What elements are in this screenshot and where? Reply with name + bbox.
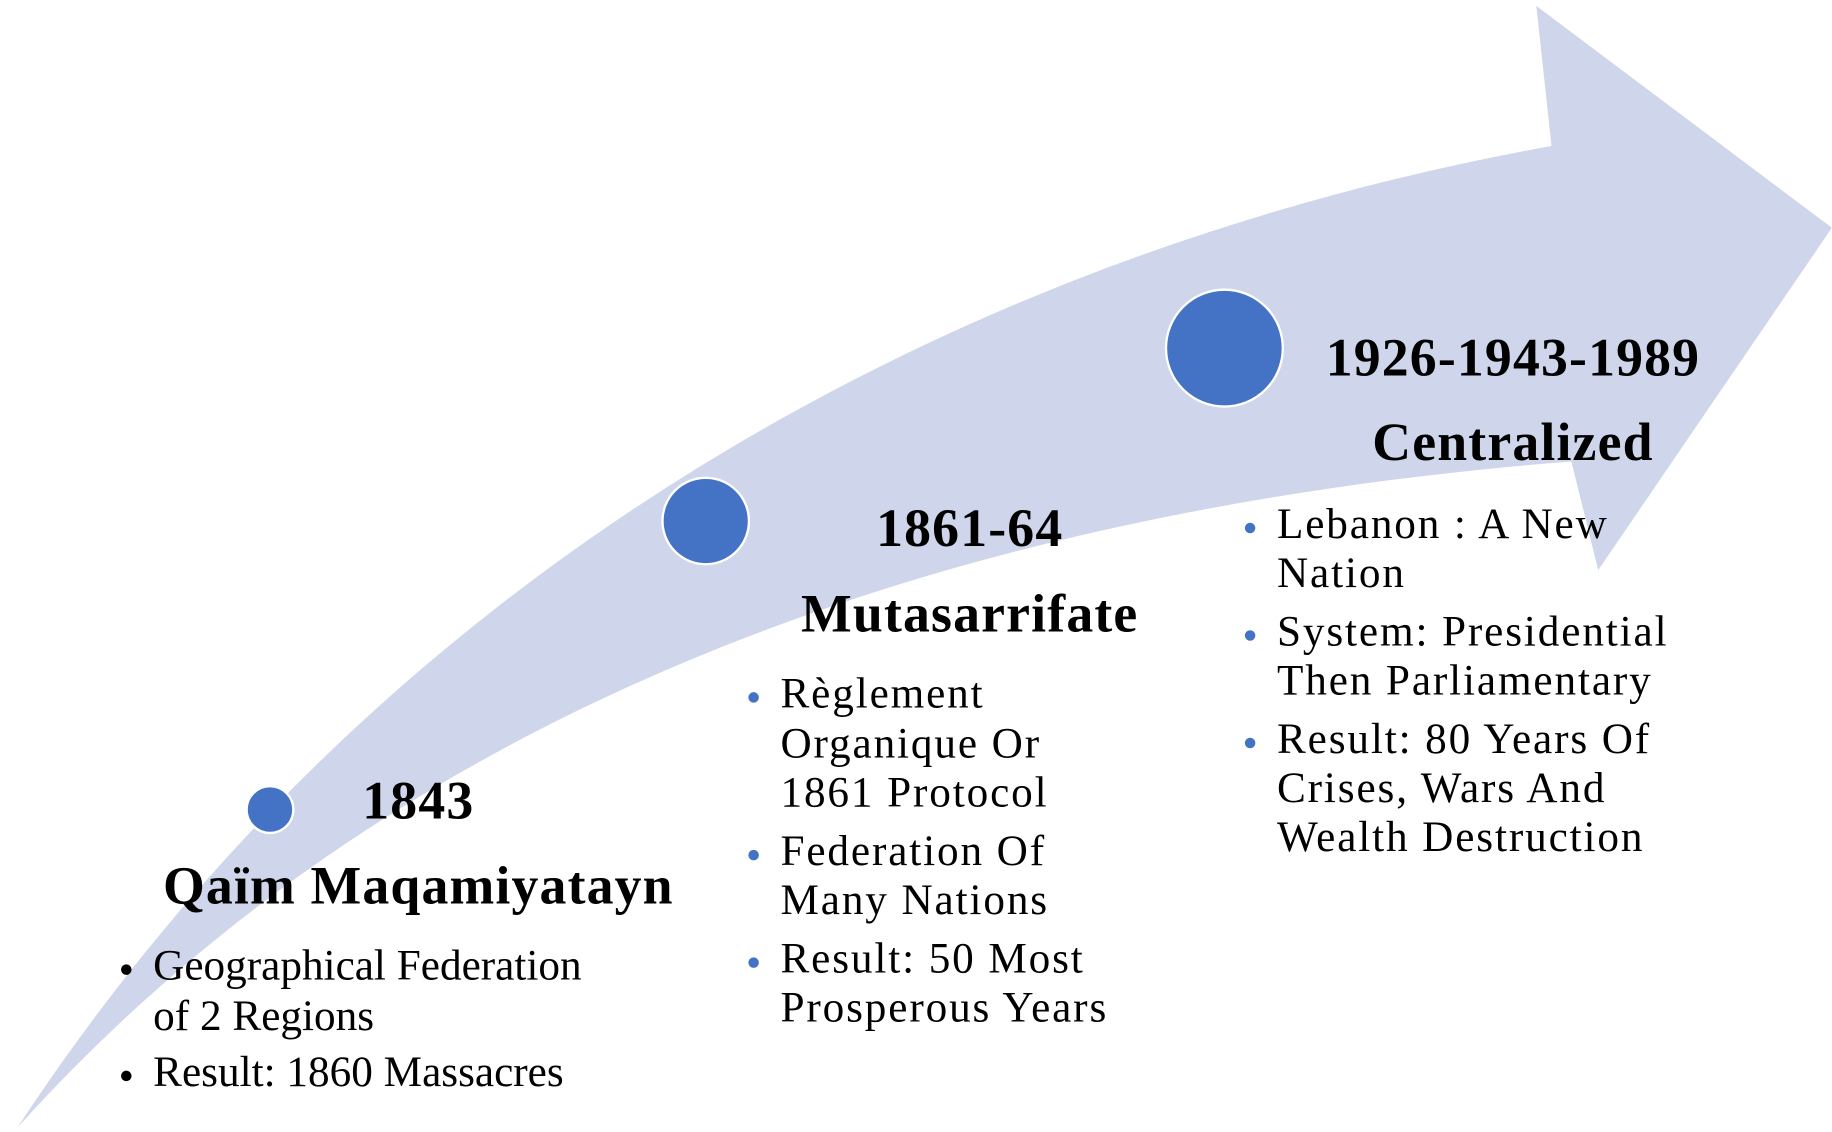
bullet-text: Nation bbox=[1277, 549, 1406, 597]
bullet-text: Many Nations bbox=[780, 876, 1049, 924]
bullet-text: Federation Of bbox=[780, 827, 1046, 875]
bullet-text: Organique Or bbox=[780, 720, 1040, 768]
bullet-dot bbox=[121, 1070, 132, 1082]
node-title: 1861-64 bbox=[876, 498, 1063, 558]
bullet-text: Lebanon : A New bbox=[1277, 500, 1609, 548]
node-dot bbox=[245, 785, 295, 835]
bullet-text: Result: 50 Most bbox=[780, 935, 1084, 983]
bullet-text: Result: 80 Years Of bbox=[1277, 715, 1651, 763]
node-title: 1843 bbox=[362, 770, 474, 830]
bullet-dot bbox=[1244, 630, 1256, 641]
bullet-dot bbox=[121, 964, 132, 975]
bullet-text: Crises, Wars And bbox=[1277, 764, 1606, 812]
node-dot bbox=[661, 476, 751, 566]
bullet-text: 1861 Protocol bbox=[780, 769, 1048, 817]
bullet-dot bbox=[1244, 522, 1256, 534]
node-subtitle: Centralized bbox=[1372, 412, 1653, 472]
bullet-text: Prosperous Years bbox=[780, 984, 1108, 1032]
node-subtitle: Mutasarrifate bbox=[801, 583, 1138, 643]
bullet-dot bbox=[748, 692, 759, 703]
bullet-text: Règlement bbox=[780, 669, 984, 717]
bullet-text: Wealth Destruction bbox=[1277, 813, 1644, 861]
node-title: 1926-1943-1989 bbox=[1326, 328, 1700, 388]
bullet-dot bbox=[748, 957, 759, 968]
bullet-dot bbox=[748, 849, 759, 861]
bullet-text: System: Presidential bbox=[1277, 607, 1669, 655]
bullet-text: Geographical Federation bbox=[153, 942, 581, 990]
bullet-text: Result: 1860 Massacres bbox=[153, 1048, 564, 1096]
bullet-dot bbox=[1244, 737, 1256, 749]
bullet-text: Then Parliamentary bbox=[1277, 656, 1653, 704]
node-dot bbox=[1164, 288, 1284, 408]
node-subtitle: Qaïm Maqamiyatayn bbox=[163, 856, 674, 916]
timeline-arrow bbox=[17, 5, 1832, 1128]
bullet-text: of 2 Regions bbox=[153, 992, 374, 1040]
